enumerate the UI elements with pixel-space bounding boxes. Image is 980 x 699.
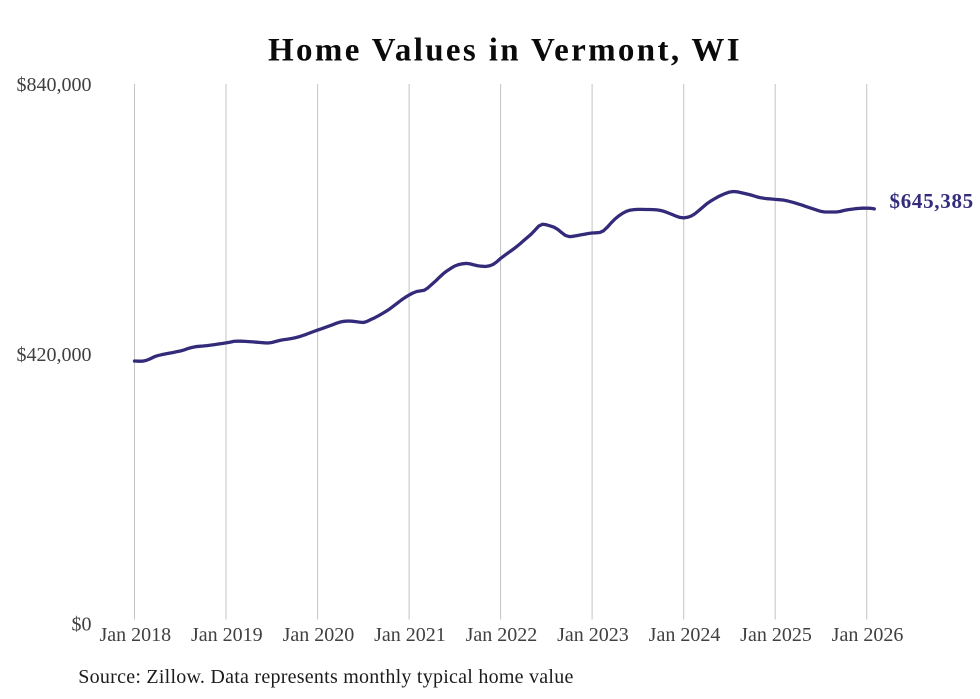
svg-text:Jan 2025: Jan 2025 [740,624,812,646]
svg-text:Jan 2020: Jan 2020 [283,624,355,646]
svg-text:Jan 2026: Jan 2026 [832,624,904,646]
svg-text:Home Values in Vermont, WI: Home Values in Vermont, WI [268,33,742,69]
svg-text:Source: Zillow. Data represent: Source: Zillow. Data represents monthly … [78,666,573,688]
svg-text:Jan 2019: Jan 2019 [191,624,263,646]
svg-text:Jan 2023: Jan 2023 [557,624,629,646]
svg-text:$420,000: $420,000 [17,344,92,366]
svg-text:$840,000: $840,000 [17,74,92,96]
svg-text:Jan 2021: Jan 2021 [374,624,446,646]
svg-text:Jan 2018: Jan 2018 [99,624,171,646]
svg-text:$0: $0 [72,614,92,636]
svg-text:Jan 2024: Jan 2024 [649,624,721,646]
svg-text:$645,385: $645,385 [890,189,974,213]
svg-text:Jan 2022: Jan 2022 [466,624,538,646]
